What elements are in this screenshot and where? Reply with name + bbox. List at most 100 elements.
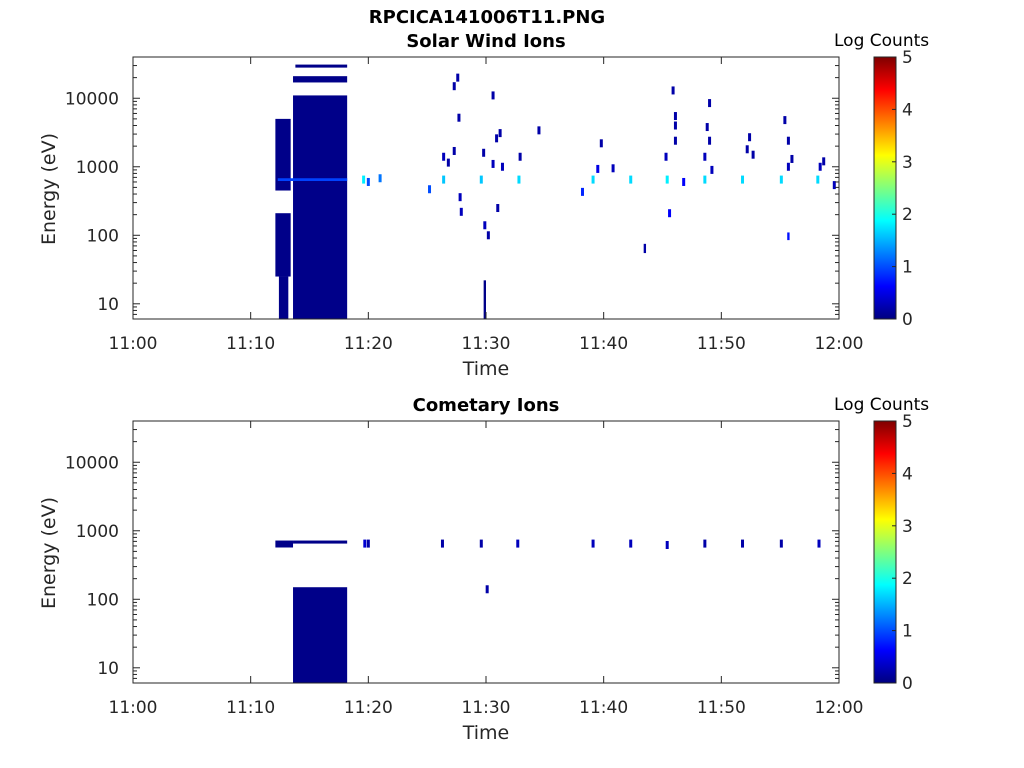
- panel-1-data-point: [596, 164, 600, 173]
- panel-2-y-tick-label: 100: [87, 590, 119, 610]
- panel-2-y-tick-label: 10: [97, 659, 119, 679]
- panel-1-data-point: [703, 175, 707, 184]
- panel-2-data-point: [440, 539, 444, 548]
- panel-2-y-tick-label: 10000: [65, 453, 119, 473]
- panel-1-data-point: [673, 112, 677, 121]
- figure-title: RPCICA141006T11.PNG: [368, 7, 606, 28]
- panel-1-data-point: [366, 177, 370, 186]
- panel-1-data-point: [491, 91, 495, 100]
- panel-1-data-point: [580, 187, 584, 196]
- panel-2-x-tick-label: 11:30: [462, 698, 511, 718]
- panel-2-colorbar-tick-label: 1: [902, 622, 913, 642]
- panel-1-data-point: [446, 158, 450, 167]
- panel-1-data-point: [483, 221, 487, 230]
- panel-2-x-tick-label: 11:40: [579, 698, 628, 718]
- panel-1-data-point: [671, 86, 675, 95]
- panel-1-data-point: [664, 152, 668, 161]
- panel-1-data-point: [498, 129, 502, 138]
- panel-1-data-point: [783, 116, 787, 125]
- panel-1-colorbar-tick-label: 4: [902, 100, 913, 120]
- panel-1-y-tick-label: 100: [87, 226, 119, 246]
- panel-2-data-point: [629, 539, 633, 548]
- panel-2-colorbar-tick-label: 5: [902, 412, 913, 432]
- panel-2-data-point: [363, 539, 367, 548]
- panel-1-xlabel: Time: [462, 358, 510, 380]
- panel-2-title: Cometary Ions: [412, 395, 560, 416]
- panel-1-title: Solar Wind Ions: [406, 31, 566, 52]
- panel-1-data-point: [708, 99, 712, 108]
- panel-1-data-block: [275, 118, 291, 191]
- panel-1-data-point: [482, 148, 486, 157]
- panel-1-data-block: [483, 280, 486, 319]
- panel-1-data-point: [456, 73, 460, 82]
- panel-1-data-point: [591, 175, 595, 184]
- panel-1-colorbar-tick-label: 3: [902, 153, 913, 173]
- panel-2-data-block: [293, 540, 348, 544]
- panel-1-data-block: [295, 64, 348, 68]
- colorbar-2-label: Log Counts: [834, 395, 930, 415]
- panel-1-data-point: [710, 165, 714, 174]
- panel-2-data-point: [741, 539, 745, 548]
- panel-1-data-block: [277, 178, 348, 181]
- panel-1-colorbar: [873, 56, 897, 320]
- panel-2-colorbar-tick-label: 0: [902, 674, 913, 694]
- panel-1-data-point: [362, 175, 366, 184]
- panel-2-x-tick-label: 11:10: [226, 698, 275, 718]
- panel-1-y-tick-label: 10: [97, 295, 119, 315]
- panel-1-data-point: [500, 162, 504, 171]
- panel-1-data-point: [378, 174, 382, 183]
- panel-1-data-point: [705, 123, 709, 132]
- panel-2-data-point: [516, 539, 520, 548]
- panel-1-data-point: [779, 175, 783, 184]
- panel-2-y-tick-label: 1000: [76, 522, 119, 542]
- panel-1-data-point: [741, 175, 745, 184]
- panel-1-data-point: [668, 209, 672, 218]
- panel-2-data-point: [485, 585, 489, 594]
- panel-1-colorbar-tick-label: 5: [902, 48, 913, 68]
- panel-1-data-point: [442, 175, 446, 184]
- panel-2-axes-box: [132, 420, 840, 684]
- panel-1-x-tick-label: 11:00: [109, 334, 158, 354]
- panel-1-axes-box: [132, 56, 840, 320]
- panel-2-data-block: [293, 587, 348, 683]
- panel-1-x-tick-label: 11:40: [579, 334, 628, 354]
- panel-1-data-point: [491, 159, 495, 168]
- panel-2-colorbar: [873, 420, 897, 684]
- panel-1-data-point: [442, 152, 446, 161]
- panel-1-data-point: [816, 175, 820, 184]
- panel-2-data-point: [779, 539, 783, 548]
- panel-1-data-point: [748, 133, 752, 142]
- panel-1-data-point: [629, 175, 633, 184]
- panel-1-data-point: [818, 162, 822, 171]
- panel-1-x-tick-label: 11:10: [226, 334, 275, 354]
- panel-1-data-point: [703, 152, 707, 161]
- panel-2-data-block: [275, 540, 294, 548]
- panel-2-x-tick-label: 11:50: [697, 698, 746, 718]
- panel-1-y-tick-label: 1000: [76, 158, 119, 178]
- panel-1-y-tick-label: 10000: [65, 89, 119, 109]
- panel-1-x-tick-label: 12:00: [815, 334, 864, 354]
- panel-1-data-point: [496, 204, 500, 213]
- panel-2-data-point: [817, 539, 821, 548]
- panel-1-data-point: [745, 145, 749, 154]
- panel-1-x-tick-label: 11:50: [697, 334, 746, 354]
- panel-1-data-point: [682, 177, 686, 186]
- panel-2-data-point: [591, 539, 595, 548]
- panel-1-data-point: [822, 157, 826, 166]
- panel-1-data-block: [293, 76, 348, 83]
- panel-1-data-point: [452, 146, 456, 155]
- panel-2-data-point: [366, 539, 370, 548]
- panel-1-data-block: [787, 232, 790, 241]
- panel-2-data-point: [665, 540, 669, 549]
- panel-1-data-point: [518, 152, 522, 161]
- panel-2-colorbar-tick-label: 3: [902, 517, 913, 537]
- panel-1-data-point: [832, 181, 836, 190]
- panel-1-data-point: [708, 136, 712, 145]
- panel-1-data-point: [517, 175, 521, 184]
- panel-2-x-tick-label: 11:20: [344, 698, 393, 718]
- panel-1-data-point: [486, 231, 490, 240]
- panel-1-data-point: [673, 121, 677, 130]
- panel-1-data-point: [786, 136, 790, 145]
- panel-1-colorbar-tick-label: 1: [902, 258, 913, 278]
